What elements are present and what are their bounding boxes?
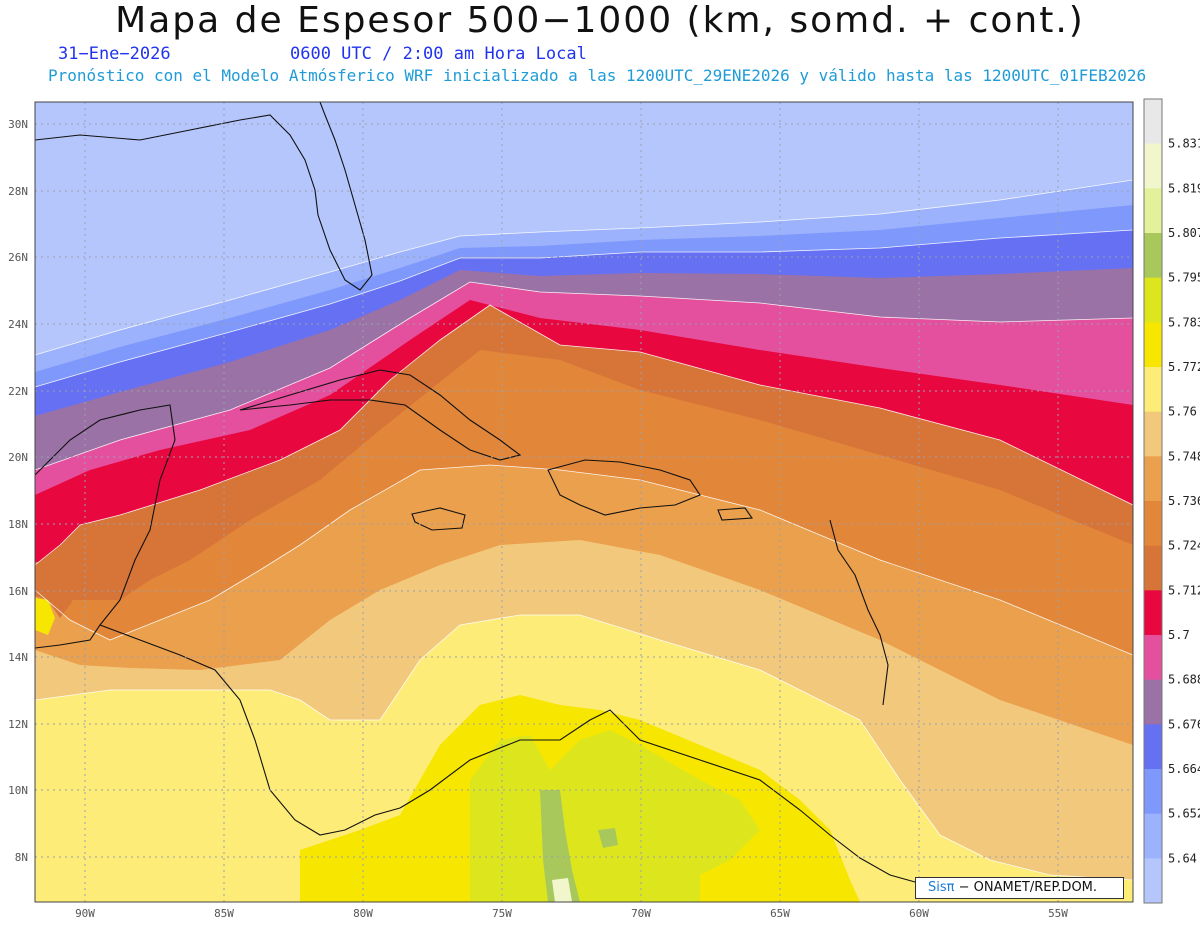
lesser-antilles	[829, 519, 889, 706]
lon-label: 55W	[1048, 907, 1068, 920]
valid-time: 0600 UTC / 2:00 am Hora Local	[290, 44, 587, 64]
colorbar-label: 5.676	[1168, 717, 1200, 731]
band-west-highlands-hot	[35, 562, 72, 618]
lat-label: 16N	[8, 585, 28, 598]
colorbar-label: 5.712	[1168, 583, 1200, 597]
lat-label: 22N	[8, 385, 28, 398]
credit-text: − ONAMET/REP.DOM.	[958, 880, 1098, 895]
colorbar-swatch	[1144, 322, 1162, 368]
band-west-highlands	[35, 598, 55, 635]
colorbar: 5.831 5.819 5.807 5.795 5.783 5.772 5.76 5.748 5…	[1143, 98, 1200, 904]
sispi-logo: Sisπ	[928, 880, 955, 895]
colorbar-label: 5.748	[1168, 449, 1200, 463]
thickness-fill	[35, 102, 1133, 902]
lon-label: 90W	[75, 907, 95, 920]
colorbar-label: 5.831	[1168, 137, 1200, 151]
colorbar-label: 5.652	[1168, 807, 1200, 821]
lat-label: 26N	[8, 251, 28, 264]
band-5807-b	[598, 828, 618, 848]
colorbar-frame	[1143, 98, 1163, 904]
colorbar-swatch	[1144, 501, 1162, 547]
colorbar-swatch	[1144, 813, 1162, 859]
colorbar-swatch	[1144, 143, 1162, 189]
colorbar-swatch	[1144, 367, 1162, 413]
colorbar-label: 5.76	[1168, 405, 1197, 419]
colorbar-swatch	[1144, 233, 1162, 279]
south-america-coast	[399, 709, 916, 883]
colorbar-label: 5.7	[1168, 628, 1190, 642]
lat-label: 12N	[8, 718, 28, 731]
lon-label: 75W	[492, 907, 512, 920]
lon-label: 85W	[214, 907, 234, 920]
colorbar-label: 5.724	[1168, 539, 1200, 553]
colorbar-label: 5.772	[1168, 360, 1200, 374]
lon-label: 65W	[770, 907, 790, 920]
colorbar-swatch	[1144, 769, 1162, 815]
band-5819	[552, 878, 572, 902]
colorbar-swatch	[1144, 545, 1162, 591]
colorbar-swatch	[1144, 456, 1162, 502]
yucatan-coast	[35, 404, 176, 649]
lat-label: 10N	[8, 784, 28, 797]
graticule	[35, 102, 1133, 902]
forecast-date: 31−Ene−2026	[58, 44, 171, 64]
colorbar-swatch	[1144, 99, 1162, 145]
map-frame	[34, 101, 1134, 903]
lon-label: 80W	[353, 907, 373, 920]
lat-label: 8N	[15, 851, 28, 864]
hispaniola-coast	[547, 459, 701, 516]
credit-box: Sisπ − ONAMET/REP.DOM.	[915, 877, 1124, 899]
lon-label: 70W	[631, 907, 651, 920]
colorbar-label: 5.795	[1168, 271, 1200, 285]
lat-label: 18N	[8, 518, 28, 531]
colorbar-swatch	[1144, 277, 1162, 323]
cuba-coast	[239, 369, 522, 461]
colorbar-swatch	[1144, 590, 1162, 636]
map-title: Mapa de Espesor 500−1000 (km, somd. + co…	[115, 0, 1085, 41]
lat-label: 14N	[8, 651, 28, 664]
colorbar-label: 5.819	[1168, 181, 1200, 195]
thickness-contours	[35, 179, 1133, 881]
colorbar-swatch	[1144, 724, 1162, 770]
colorbar-swatch	[1144, 635, 1162, 681]
band-5807-a	[540, 790, 580, 902]
colorbar-label: 5.64	[1168, 851, 1197, 865]
lat-label: 20N	[8, 451, 28, 464]
lon-label: 60W	[909, 907, 929, 920]
central-america-coast	[99, 624, 401, 836]
colorbar-label: 5.807	[1168, 226, 1200, 240]
florida-coast	[35, 102, 373, 291]
lat-label: 28N	[8, 185, 28, 198]
puerto-rico-coast	[717, 507, 754, 521]
lon-axis: 90W 85W 80W 75W 70W 65W 60W 55W	[75, 907, 1068, 920]
colorbar-swatch	[1144, 679, 1162, 725]
lat-axis: 30N 28N 26N 24N 22N 20N 18N 16N 14N 12N …	[8, 118, 28, 864]
colorbar-label: 5.736	[1168, 494, 1200, 508]
band-5795	[470, 730, 760, 902]
colorbar-swatch	[1144, 858, 1162, 904]
colorbar-label: 5.688	[1168, 673, 1200, 687]
lat-label: 30N	[8, 118, 28, 131]
colorbar-label: 5.664	[1168, 762, 1200, 776]
colorbar-swatch	[1144, 411, 1162, 457]
lat-label: 24N	[8, 318, 28, 331]
coastlines	[35, 102, 916, 883]
model-subtitle: Pronóstico con el Modelo Atmósferico WRF…	[48, 66, 1147, 85]
colorbar-swatch	[1144, 188, 1162, 234]
jamaica-coast	[411, 507, 466, 531]
colorbar-label: 5.783	[1168, 315, 1200, 329]
